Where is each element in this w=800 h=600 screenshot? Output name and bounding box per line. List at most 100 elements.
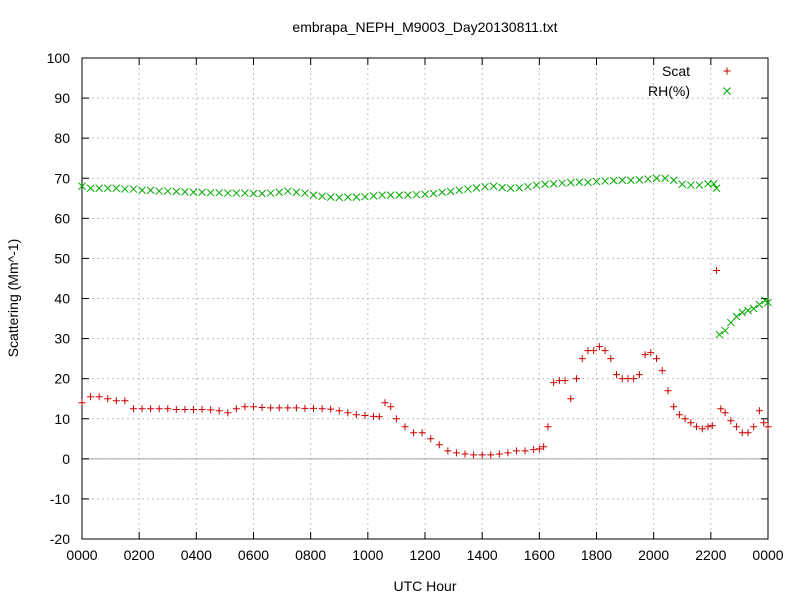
scat-point — [250, 403, 257, 411]
rh-point — [524, 182, 532, 191]
rh-point — [592, 177, 601, 186]
scat-point — [361, 412, 369, 420]
scat-point — [138, 405, 146, 413]
scat-point — [427, 435, 435, 443]
rh-point — [481, 182, 489, 191]
x-tick-label: 1800 — [581, 547, 612, 563]
scat-point — [535, 445, 543, 453]
scat-point — [387, 403, 395, 411]
scat-point — [121, 397, 129, 405]
scat-point — [207, 406, 215, 414]
scat-point — [78, 399, 86, 407]
scat-point — [327, 405, 335, 413]
rh-point — [644, 175, 652, 183]
scat-point — [708, 422, 716, 430]
y-tick-label: 90 — [54, 90, 70, 106]
rh-point — [532, 181, 541, 189]
series-rh — [78, 174, 772, 339]
rh-point — [541, 180, 549, 189]
scat-point — [452, 449, 460, 457]
legend-marker-rh — [723, 87, 731, 95]
scat-point — [572, 375, 580, 383]
scat-point — [478, 451, 486, 459]
scat-point — [87, 393, 95, 401]
scat-point — [392, 415, 400, 423]
x-tick-label: 0000 — [66, 547, 97, 563]
x-tick-label: 0800 — [295, 547, 326, 563]
scat-point — [381, 399, 389, 407]
scat-point — [713, 266, 721, 274]
y-tick-label: 10 — [54, 411, 70, 427]
scat-point — [172, 406, 180, 414]
rh-point — [726, 318, 735, 327]
scat-point — [681, 415, 689, 423]
rh-point — [103, 184, 112, 193]
scat-point — [530, 446, 538, 454]
scat-point — [664, 387, 672, 395]
y-tick-label: 60 — [54, 210, 70, 226]
scat-point — [601, 347, 609, 355]
rh-point — [352, 193, 361, 201]
rh-point — [438, 188, 447, 197]
rh-point — [721, 326, 729, 335]
rh-point — [695, 181, 704, 189]
scat-point — [267, 404, 275, 412]
legend-label-scat: Scat — [662, 63, 690, 79]
scat-point — [607, 355, 615, 363]
rh-point — [181, 188, 189, 196]
scat-point — [198, 406, 206, 414]
scat-point — [521, 447, 529, 455]
scat-point — [658, 367, 666, 375]
rh-point — [121, 185, 129, 193]
rh-point — [403, 191, 412, 199]
scat-point — [435, 441, 443, 449]
rh-point — [661, 174, 669, 183]
rh-point — [86, 184, 95, 193]
rh-point — [112, 184, 121, 193]
x-tick-label: 0000 — [752, 547, 783, 563]
rh-point — [715, 330, 724, 339]
rh-point — [515, 184, 524, 192]
rh-point — [292, 188, 301, 197]
rh-point — [566, 178, 575, 187]
y-tick-label: 50 — [54, 250, 70, 266]
rh-point — [223, 189, 232, 197]
scat-point — [95, 393, 103, 401]
grid — [82, 58, 768, 539]
rh-point — [241, 189, 249, 197]
scat-point — [487, 451, 495, 459]
scat-point — [733, 423, 741, 431]
legend: Scat RH(%) — [648, 63, 731, 99]
scat-point — [275, 404, 283, 412]
scat-point — [129, 405, 137, 413]
rh-point — [601, 177, 609, 185]
legend-marker-scat — [723, 67, 731, 75]
scat-point — [567, 395, 575, 403]
rh-point — [335, 193, 344, 202]
rh-point — [609, 176, 618, 185]
legend-label-rh: RH(%) — [648, 83, 690, 99]
scat-point — [318, 405, 326, 413]
scat-point — [750, 423, 758, 431]
scat-point — [335, 407, 343, 415]
scat-point — [147, 405, 155, 413]
axis-ticks — [81, 57, 769, 540]
x-axis-label: UTC Hour — [393, 578, 456, 594]
y-axis-label: Scattering (Mm^-1) — [5, 239, 21, 358]
y-tick-label: 30 — [54, 331, 70, 347]
rh-point — [712, 184, 721, 193]
rh-point — [652, 174, 661, 183]
rh-point — [163, 187, 172, 195]
rh-point — [498, 183, 507, 192]
rh-point — [369, 192, 378, 200]
scat-point — [112, 397, 120, 405]
x-tick-label: 1000 — [352, 547, 383, 563]
scat-point — [164, 405, 172, 413]
scat-point — [540, 443, 548, 451]
x-tick-label: 0200 — [124, 547, 155, 563]
scat-point — [189, 406, 197, 414]
y-tick-label: 40 — [54, 291, 70, 307]
scat-point — [104, 395, 112, 403]
rh-point — [749, 304, 758, 313]
